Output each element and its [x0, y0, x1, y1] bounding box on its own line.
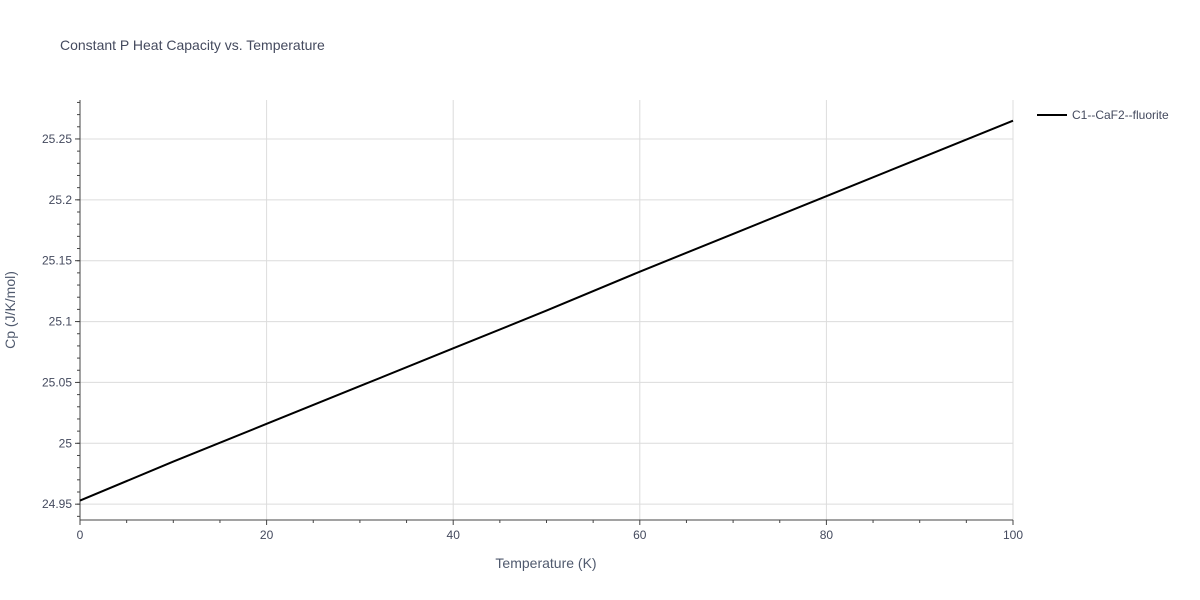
- x-tick-label: 80: [820, 528, 834, 542]
- plot-area: [79, 119, 1014, 502]
- x-axis-title: Temperature (K): [495, 555, 596, 571]
- y-tick-label: 25: [59, 436, 73, 450]
- x-tick-label: 100: [1003, 528, 1023, 542]
- legend-label: C1--CaF2--fluorite: [1072, 108, 1169, 122]
- chart-title: Constant P Heat Capacity vs. Temperature: [60, 37, 325, 53]
- axes: 0 20 40 60 80 100 24.95 25 25.05 25.1 25.15 25.2 25.…: [42, 100, 1023, 542]
- x-tick-label: 40: [447, 528, 461, 542]
- y-tick-label: 25.1: [49, 315, 73, 329]
- y-tick-label: 25.2: [49, 193, 73, 207]
- y-tick-label: 25.15: [42, 254, 72, 268]
- y-axis-title: Cp (J/K/mol): [2, 271, 18, 349]
- x-tick-label: 20: [260, 528, 274, 542]
- y-tick-label: 25.25: [42, 132, 72, 146]
- grid: [80, 100, 1014, 520]
- series-line: [79, 119, 1014, 502]
- x-tick-label: 0: [77, 528, 84, 542]
- y-tick-label: 24.95: [42, 497, 72, 511]
- legend: C1--CaF2--fluorite: [1037, 108, 1169, 122]
- x-tick-label: 60: [633, 528, 647, 542]
- y-tick-label: 25.05: [42, 375, 72, 389]
